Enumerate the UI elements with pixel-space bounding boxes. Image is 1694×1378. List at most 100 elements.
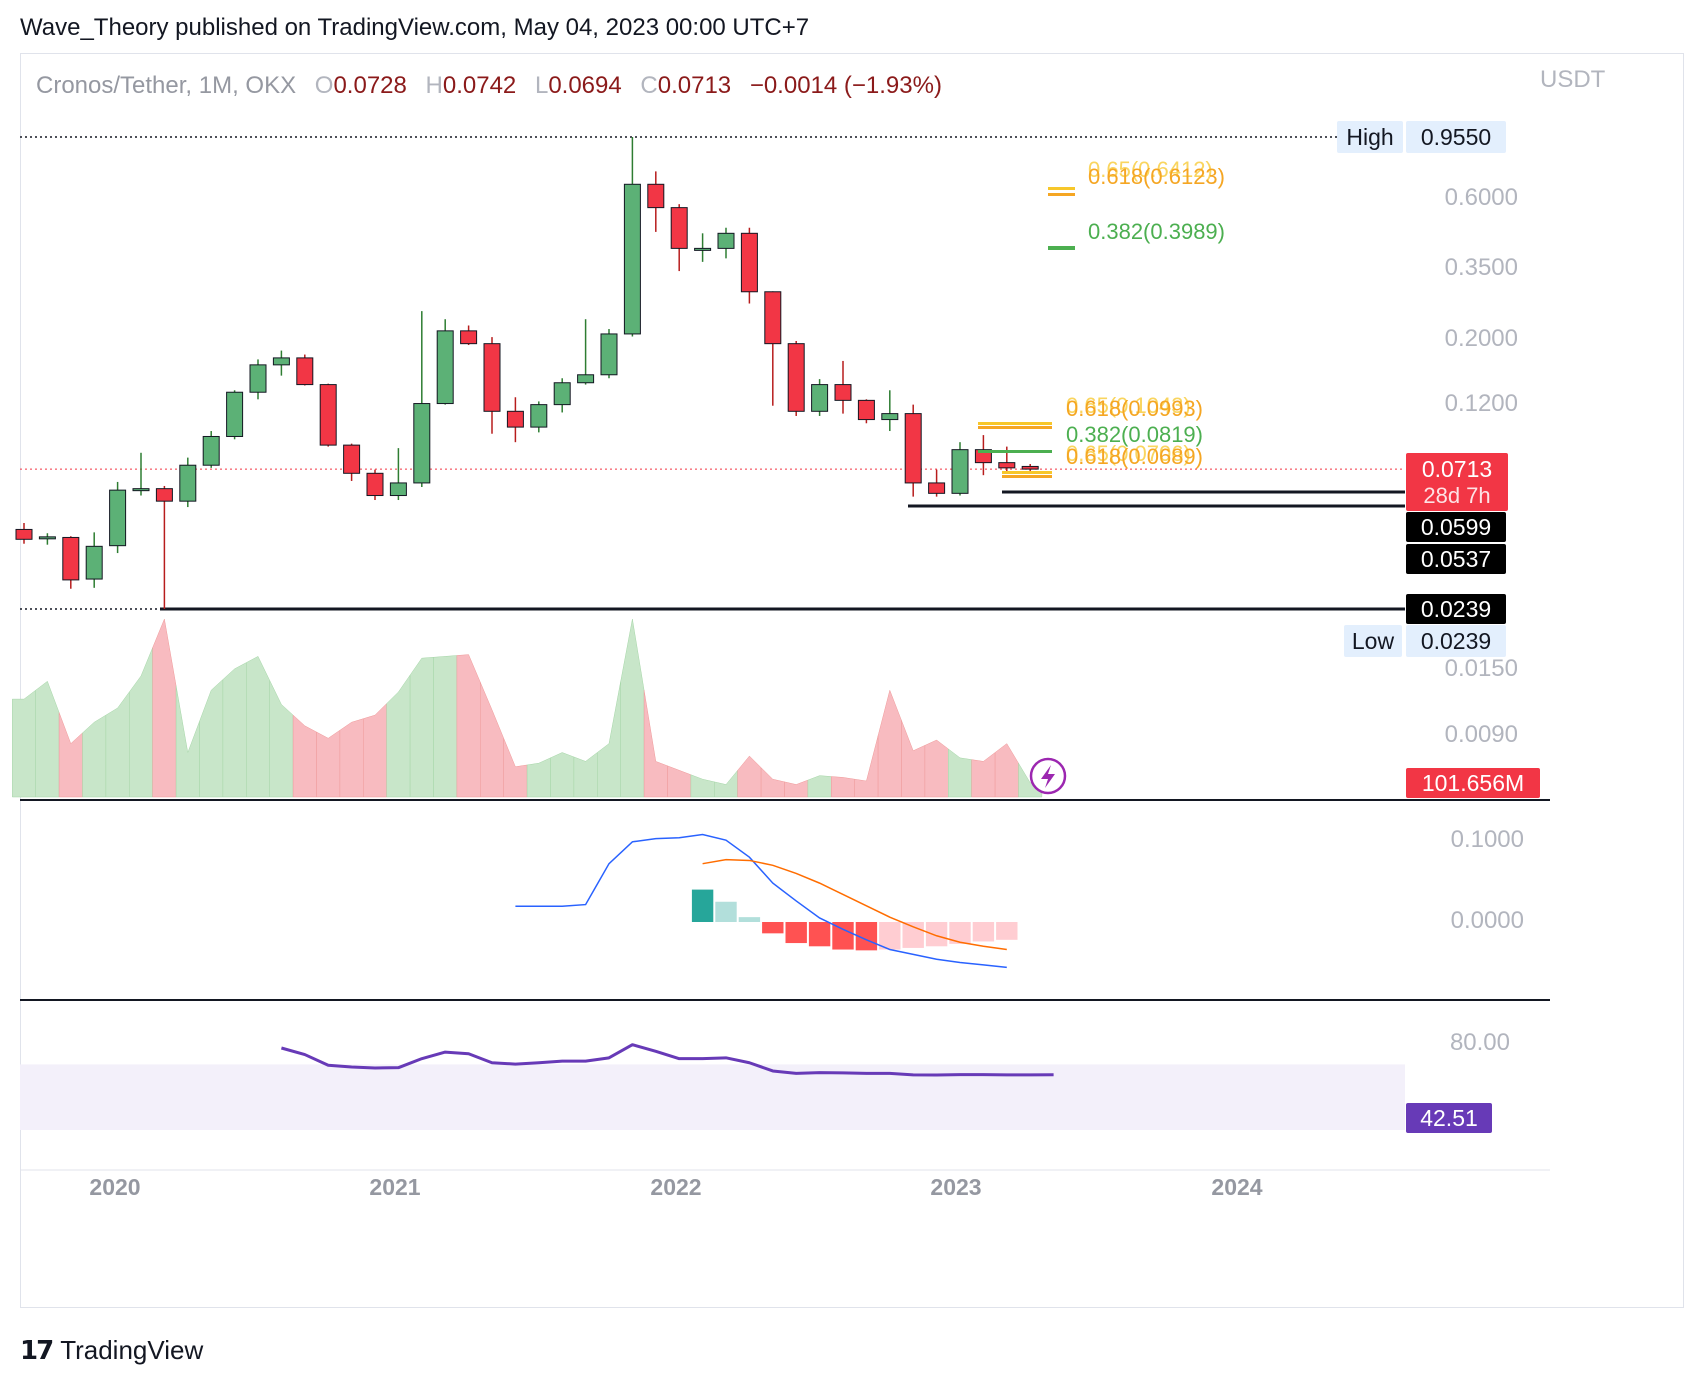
- candle-body: [1021, 465, 1039, 470]
- low-label-tag-text[interactable]: Low: [1352, 628, 1395, 654]
- candle[interactable]: [600, 329, 618, 379]
- high-label-tag-text[interactable]: High: [1346, 124, 1393, 150]
- rsi-value-tag-bg[interactable]: [1406, 1103, 1492, 1133]
- level-tag-0599-bg[interactable]: [1406, 512, 1506, 542]
- volume-bar: [363, 702, 387, 798]
- candle[interactable]: [62, 536, 80, 589]
- macd-histogram-bar: [832, 922, 854, 950]
- fib-line-0.65-low: [1002, 471, 1052, 474]
- candle-body: [811, 384, 829, 412]
- current-price-bg[interactable]: [1406, 453, 1508, 511]
- time-axis-label[interactable]: 2024: [1211, 1174, 1262, 1200]
- candle-countdown[interactable]: 28d 7h: [1423, 483, 1490, 508]
- candle[interactable]: [15, 522, 33, 544]
- level-tag-0239[interactable]: 0.0239: [1406, 594, 1506, 624]
- high-label-tag[interactable]: High: [1337, 121, 1403, 153]
- candle[interactable]: [389, 448, 407, 501]
- candle[interactable]: [296, 354, 314, 386]
- candle[interactable]: [577, 319, 595, 385]
- candle[interactable]: [787, 340, 805, 416]
- candle[interactable]: [85, 532, 103, 588]
- candle[interactable]: [436, 319, 454, 405]
- alert-bolt-glyph[interactable]: [1041, 765, 1055, 788]
- candle[interactable]: [647, 171, 665, 232]
- alert-bolt-icon[interactable]: [1029, 757, 1067, 795]
- candle[interactable]: [904, 404, 922, 497]
- candle[interactable]: [928, 469, 946, 497]
- candle[interactable]: [740, 227, 758, 304]
- candle[interactable]: [38, 533, 56, 545]
- time-axis-label[interactable]: 2020: [89, 1174, 140, 1200]
- level-tag-0599-text[interactable]: 0.0599: [1421, 514, 1491, 540]
- candle[interactable]: [109, 481, 127, 554]
- candle[interactable]: [155, 485, 173, 609]
- volume-bar: [597, 681, 621, 798]
- level-tag-0537-text[interactable]: 0.0537: [1421, 546, 1491, 572]
- candle[interactable]: [132, 452, 150, 496]
- candle-body: [857, 399, 875, 421]
- candle[interactable]: [974, 435, 992, 476]
- candle[interactable]: [717, 227, 735, 259]
- time-axis-label[interactable]: 2022: [650, 1174, 701, 1200]
- candle[interactable]: [764, 291, 782, 406]
- rsi-value-tag-text[interactable]: 42.51: [1420, 1105, 1478, 1131]
- fib-line-0.382-upper: [1048, 246, 1075, 250]
- candle[interactable]: [670, 204, 688, 272]
- level-tag-0537-bg[interactable]: [1406, 544, 1506, 574]
- candle[interactable]: [881, 390, 899, 432]
- low-value-tag-bg[interactable]: [1406, 625, 1506, 657]
- low-value-tag[interactable]: 0.0239: [1406, 625, 1506, 657]
- candle[interactable]: [202, 431, 220, 468]
- candle-body: [85, 545, 103, 580]
- candle[interactable]: [506, 397, 524, 443]
- candle[interactable]: [460, 325, 478, 346]
- candle[interactable]: [857, 399, 875, 424]
- symbol-name[interactable]: Cronos/Tether, 1M, OKX: [36, 72, 297, 99]
- volume-bar: [714, 769, 738, 798]
- low-label-tag-bg[interactable]: [1344, 625, 1402, 657]
- rsi-band: [20, 1064, 1405, 1130]
- tradingview-logo[interactable]: 17 TradingView: [20, 1335, 203, 1366]
- candle[interactable]: [413, 311, 431, 487]
- candle[interactable]: [811, 379, 829, 416]
- pane-dividers: [20, 799, 1550, 1171]
- current-price-value[interactable]: 0.0713: [1422, 456, 1492, 482]
- candle[interactable]: [366, 469, 384, 501]
- rsi-value-tag[interactable]: 42.51: [1406, 1103, 1492, 1133]
- candle[interactable]: [343, 443, 361, 481]
- volume-value-tag-text[interactable]: 101.656M: [1422, 770, 1524, 796]
- candle[interactable]: [319, 383, 337, 447]
- volume-value-tag[interactable]: 101.656M: [1406, 768, 1540, 798]
- high-label-tag-bg[interactable]: [1337, 121, 1403, 153]
- candle[interactable]: [623, 137, 641, 337]
- candle[interactable]: [226, 390, 244, 440]
- time-axis-label[interactable]: 2023: [930, 1174, 981, 1200]
- high-value-tag-bg[interactable]: [1406, 121, 1506, 153]
- candle[interactable]: [483, 337, 501, 434]
- low-value-tag-text[interactable]: 0.0239: [1421, 628, 1491, 654]
- level-tag-0537[interactable]: 0.0537: [1406, 544, 1506, 574]
- candle[interactable]: [272, 350, 290, 376]
- candle[interactable]: [553, 378, 571, 413]
- level-tag-0239-text[interactable]: 0.0239: [1421, 596, 1491, 622]
- candle[interactable]: [179, 457, 197, 508]
- low-label-tag[interactable]: Low: [1344, 625, 1402, 657]
- volume-bar: [526, 757, 551, 798]
- level-tag-0599[interactable]: 0.0599: [1406, 512, 1506, 542]
- candle[interactable]: [951, 442, 969, 496]
- chart-frame[interactable]: [20, 53, 1684, 1308]
- level-tag-0239-bg[interactable]: [1406, 594, 1506, 624]
- volume-value-tag-bg[interactable]: [1406, 768, 1540, 798]
- volume-bar: [690, 774, 715, 798]
- high-value-tag[interactable]: 0.9550: [1406, 121, 1506, 153]
- candle-body: [109, 489, 127, 547]
- time-axis-label[interactable]: 2021: [369, 1174, 420, 1200]
- high-value-tag-text[interactable]: 0.9550: [1421, 124, 1491, 150]
- candle[interactable]: [249, 359, 267, 400]
- candle[interactable]: [834, 360, 852, 414]
- candle[interactable]: [694, 233, 712, 262]
- candle[interactable]: [530, 401, 548, 433]
- currency-unit[interactable]: USDT: [1540, 66, 1606, 93]
